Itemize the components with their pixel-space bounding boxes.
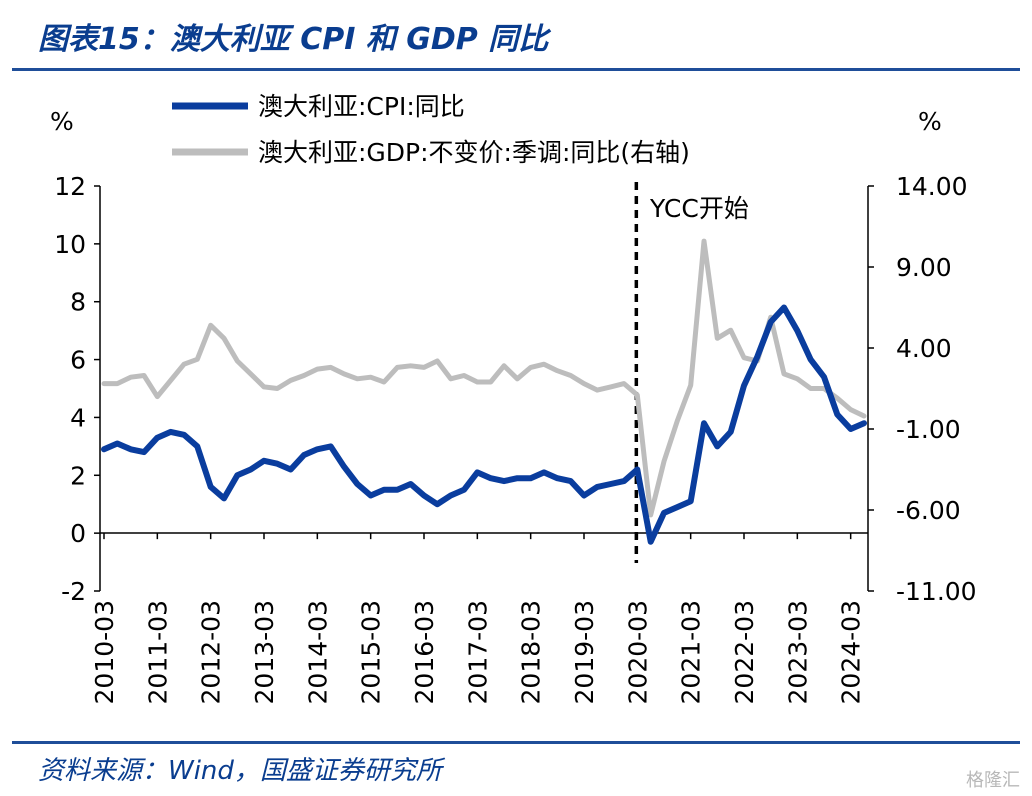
ticks-group: 12 10 8 6 4 2 0 -2 14.00 9.00 4.00 -1.00 -6.00 -11.00… <box>54 172 976 704</box>
x-tick-label: 2011-03 <box>143 600 172 704</box>
right-tick-label: 14.00 <box>896 172 968 201</box>
x-tick-label: 2022-03 <box>730 600 759 704</box>
right-axis-unit: % <box>918 107 942 136</box>
x-tick-label: 2020-03 <box>623 600 652 704</box>
x-tick-label: 2021-03 <box>677 600 706 704</box>
x-tick-label: 2024-03 <box>837 600 866 704</box>
source-note: 资料来源：Wind，国盛证券研究所 <box>38 756 442 786</box>
legend-label-gdp: 澳大利亚:GDP:不变价:季调:同比(右轴) <box>258 138 690 167</box>
right-tick-label: -1.00 <box>896 415 961 444</box>
left-tick-label: 4 <box>70 403 86 432</box>
left-tick-label: -2 <box>61 577 86 606</box>
right-tick-label: -11.00 <box>896 577 977 606</box>
cpi-series-line <box>101 304 867 545</box>
x-tick-label: 2013-03 <box>250 600 279 704</box>
title-rule <box>12 68 1020 71</box>
left-tick-label: 2 <box>70 461 86 490</box>
x-tick-label: 2017-03 <box>463 600 492 704</box>
legend: 澳大利亚:CPI:同比 澳大利亚:GDP:不变价:季调:同比(右轴) <box>172 92 690 167</box>
chart-axes <box>99 186 869 591</box>
x-tick-label: 2010-03 <box>90 600 119 704</box>
right-tick-label: 4.00 <box>896 334 952 363</box>
x-tick-label: 2015-03 <box>357 600 386 704</box>
x-tick-label: 2019-03 <box>570 600 599 704</box>
legend-label-cpi: 澳大利亚:CPI:同比 <box>258 92 465 121</box>
left-axis-unit: % <box>50 107 74 136</box>
source-rule <box>12 741 1020 744</box>
left-tick-label: 8 <box>70 288 86 317</box>
gdp-series-line <box>101 238 867 518</box>
x-tick-label: 2012-03 <box>197 600 226 704</box>
series-lines <box>101 182 867 563</box>
figure-title: 图表15：澳大利亚 CPI 和 GDP 同比 <box>38 22 549 57</box>
x-tick-label: 2014-03 <box>303 600 332 704</box>
x-tick-label: 2018-03 <box>517 600 546 704</box>
left-tick-label: 0 <box>70 519 86 548</box>
x-tick-label: 2023-03 <box>783 600 812 704</box>
left-tick-label: 10 <box>54 230 86 259</box>
right-tick-label: 9.00 <box>896 253 952 282</box>
x-tick-label: 2016-03 <box>410 600 439 704</box>
left-tick-label: 12 <box>54 172 86 201</box>
left-tick-label: 6 <box>70 346 86 375</box>
right-tick-label: -6.00 <box>896 496 961 525</box>
watermark: 格隆汇 <box>966 770 1020 791</box>
ycc-annotation: YCC开始 <box>649 194 749 223</box>
